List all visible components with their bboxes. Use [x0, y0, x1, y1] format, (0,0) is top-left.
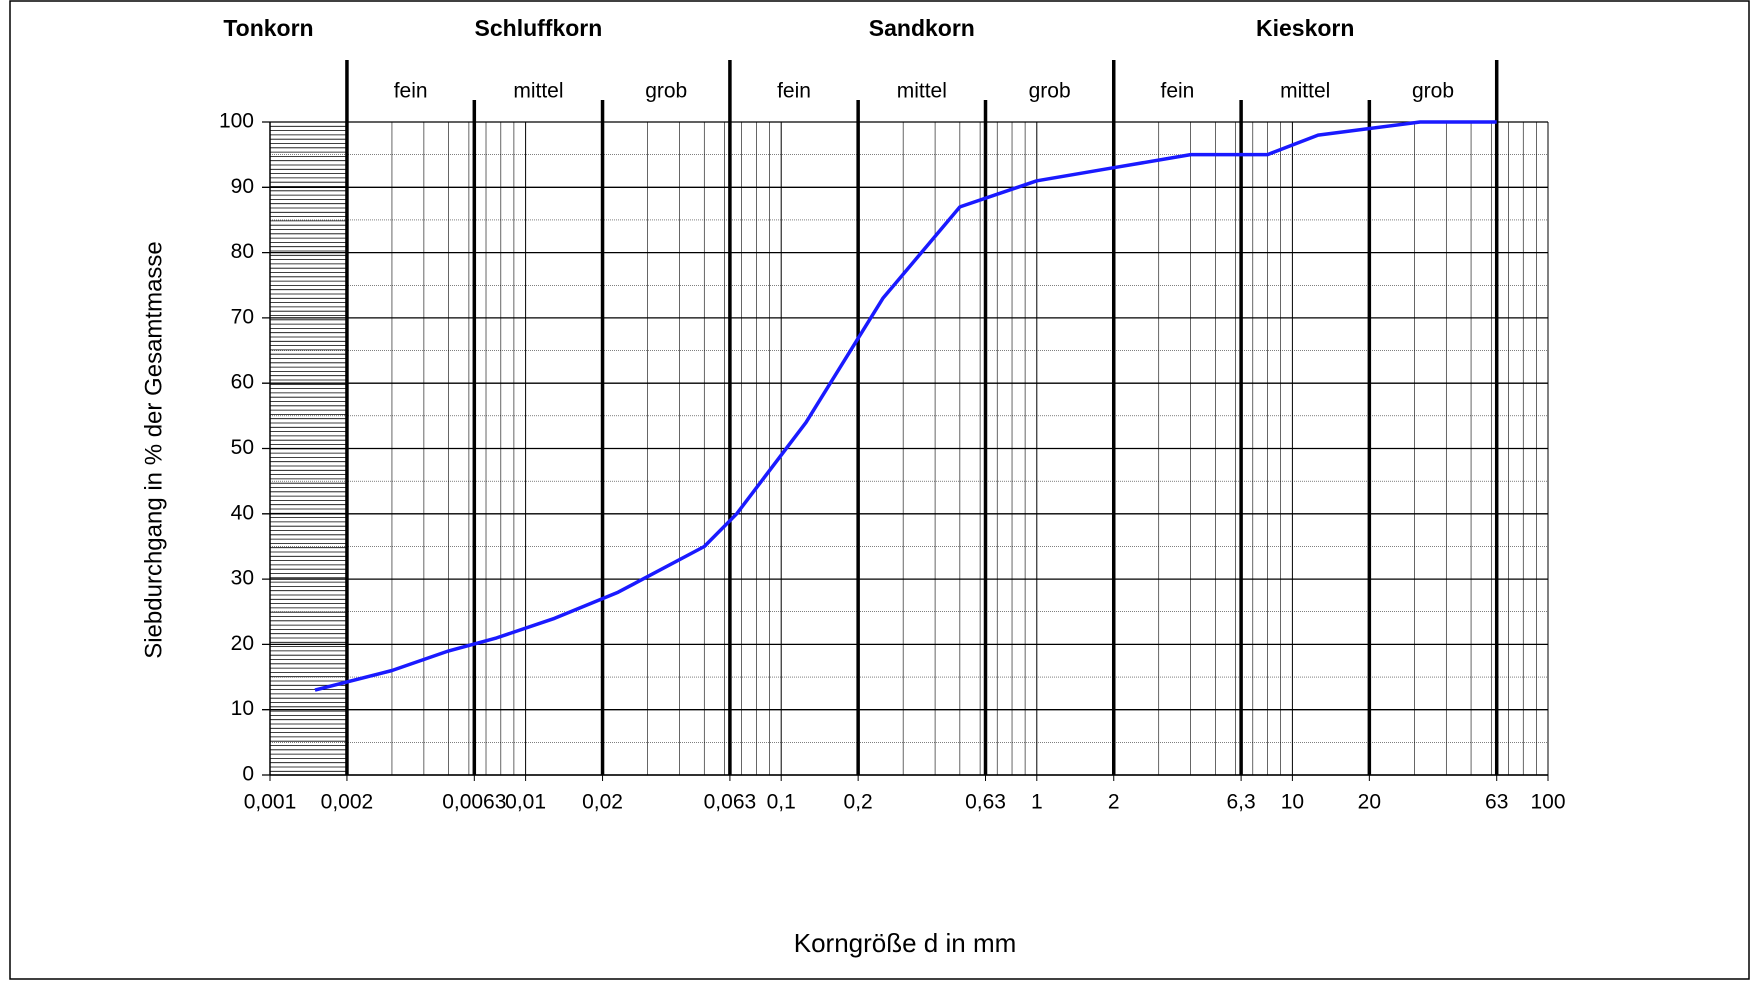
- zone-part-label: fein: [1160, 80, 1194, 103]
- x-tick-label: 0,002: [321, 791, 374, 814]
- zone-part-label: grob: [645, 80, 687, 103]
- zone-part-label: mittel: [1280, 80, 1330, 103]
- data-line: [314, 120, 1497, 692]
- zone-part-label: grob: [1029, 80, 1071, 103]
- y-tick-label: 70: [231, 305, 254, 328]
- x-tick-label: 0,63: [965, 791, 1006, 814]
- zone-part-label: mittel: [513, 80, 563, 103]
- zone-part-label: grob: [1412, 80, 1454, 103]
- zone-label: Sandkorn: [869, 15, 975, 41]
- y-tick-label: 100: [219, 110, 254, 133]
- x-axis-label: Korngröße d in mm: [794, 928, 1017, 958]
- x-tick-label: 0,2: [844, 791, 873, 814]
- zone-label: Schluffkorn: [475, 15, 603, 41]
- y-axis-label: Siebdurchgang in % der Gesamtmasse: [140, 241, 167, 659]
- x-tick-label: 20: [1358, 791, 1381, 814]
- x-tick-label: 1: [1031, 791, 1043, 814]
- zone-label: Kieskorn: [1256, 15, 1354, 41]
- zone-label: Tonkorn: [223, 15, 313, 41]
- y-tick-label: 40: [231, 501, 254, 524]
- y-tick-label: 50: [231, 436, 254, 459]
- y-tick-label: 10: [231, 697, 254, 720]
- y-tick-label: 80: [231, 240, 254, 263]
- x-tick-label: 63: [1485, 791, 1508, 814]
- x-tick-label: 0,063: [704, 791, 757, 814]
- zone-part-label: fein: [394, 80, 428, 103]
- x-tick-label: 10: [1281, 791, 1304, 814]
- zone-part-label: mittel: [897, 80, 947, 103]
- y-tick-label: 60: [231, 371, 254, 394]
- x-tick-label: 0,001: [244, 791, 297, 814]
- frame: [9, 0, 1750, 980]
- x-tick-label: 2: [1108, 791, 1120, 814]
- y-tick-label: 20: [231, 632, 254, 655]
- y-tick-label: 30: [231, 567, 254, 590]
- y-tick-label: 90: [231, 175, 254, 198]
- zone-part-label: fein: [777, 80, 811, 103]
- x-tick-label: 0,1: [767, 791, 796, 814]
- x-tick-label: 0,0063: [442, 791, 506, 814]
- x-tick-label: 100: [1530, 791, 1565, 814]
- y-tick-label: 0: [242, 763, 254, 786]
- x-tick-label: 0,02: [582, 791, 623, 814]
- x-tick-label: 6,3: [1227, 791, 1256, 814]
- x-tick-label: 0,01: [505, 791, 546, 814]
